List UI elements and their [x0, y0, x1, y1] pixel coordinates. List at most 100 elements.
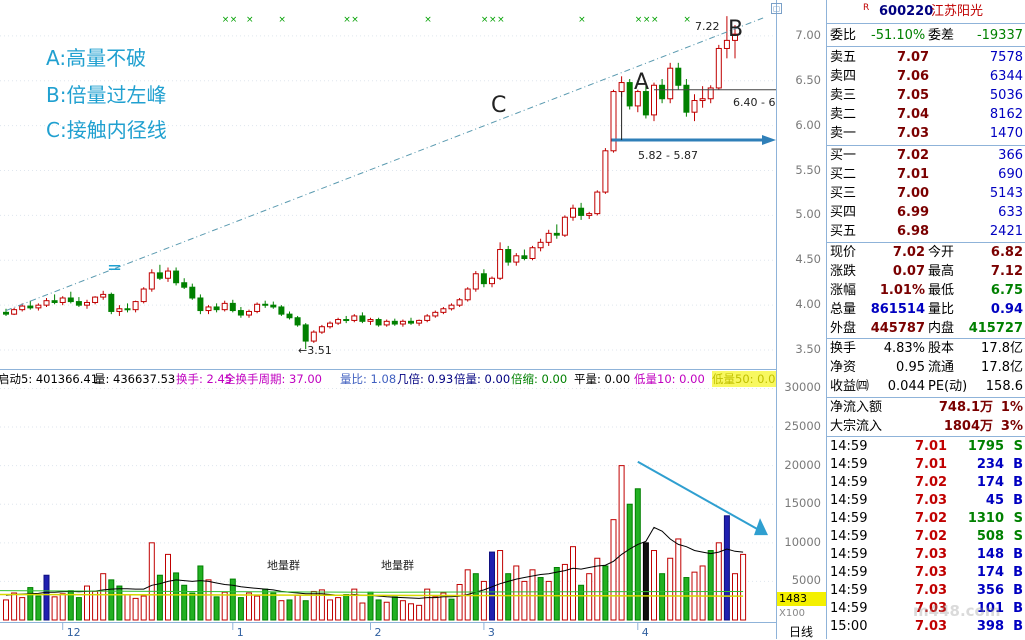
- trade-tick-row: 14:59 7.02 508 S: [827, 528, 1025, 546]
- tick-side: S: [1013, 529, 1023, 544]
- candle-body: [472, 273, 479, 290]
- stat-label: 股本: [928, 341, 955, 356]
- candle-body: [432, 311, 439, 317]
- bid-row: 买二 7.01 690: [827, 166, 1025, 184]
- tick-time: 14:59: [830, 439, 868, 454]
- volume-bar: [343, 594, 350, 621]
- candle-body: [165, 270, 171, 279]
- candle-body: [675, 67, 682, 86]
- volume-bar: [27, 587, 34, 621]
- ask-row: 卖二 7.04 8162: [827, 106, 1025, 124]
- price-tick-label: 5.50: [795, 162, 821, 177]
- tick-price: 7.02: [915, 529, 948, 544]
- trade-tick-row: 15:00 7.03 398 B: [827, 618, 1025, 636]
- volume-bar: [254, 595, 261, 621]
- stat-label: 最高: [928, 264, 955, 279]
- candle-body: [246, 310, 252, 316]
- volume-bar: [189, 592, 196, 621]
- candle-body: [699, 98, 706, 102]
- candle-body: [375, 319, 382, 326]
- candle-body: [667, 67, 674, 100]
- signal-mark: ×: [481, 15, 489, 25]
- support-arrow-head: [762, 135, 776, 146]
- bid-row: 买一 7.02 366: [827, 147, 1025, 165]
- indicator-item: 量比: 1.08: [340, 372, 397, 386]
- volume-bar: [92, 590, 99, 621]
- stat-label: 外盘: [830, 321, 857, 336]
- candle-body: [67, 297, 74, 303]
- candle-body: [683, 84, 690, 113]
- candle-body: [691, 100, 698, 113]
- tick-volume: 1310: [967, 511, 1004, 526]
- volume-bar: [683, 577, 690, 621]
- flow-row: 大宗流入 1804万 3%: [827, 418, 1025, 436]
- stat-value: 158.6: [985, 379, 1023, 394]
- candle-body: [11, 309, 18, 315]
- signal-mark: ×: [230, 15, 238, 25]
- candle-body: [440, 308, 447, 313]
- candle-body: [367, 319, 374, 322]
- volume-bar: [732, 573, 738, 621]
- candle-body: [19, 305, 26, 311]
- ask-label: 卖五: [830, 50, 857, 65]
- volume-bar: [359, 602, 366, 621]
- candle-body: [132, 301, 139, 311]
- price-tick-label: 5.00: [795, 207, 821, 222]
- flow-value: 748.1万: [938, 400, 993, 415]
- price-tick-label: 3.50: [795, 342, 821, 357]
- signal-mark: ×: [651, 15, 659, 25]
- ask-price: 7.05: [897, 88, 930, 103]
- candle-body: [416, 319, 423, 324]
- indicator-item: 平量: 0.00: [574, 372, 631, 386]
- stock-name: 江苏阳光: [931, 4, 984, 19]
- bid-label: 买四: [830, 205, 857, 220]
- volume-bar: [11, 592, 18, 621]
- tick-price: 7.02: [915, 475, 948, 490]
- ask-volume: 8162: [989, 107, 1023, 122]
- volume-bar: [84, 585, 90, 621]
- volume-bar: [432, 596, 439, 621]
- stat-value: 7.12: [990, 264, 1023, 279]
- candle-body: [489, 277, 495, 285]
- volume-bar: [497, 550, 504, 621]
- quote-panel: R 600220 江苏阳光 委比 -51.10% 委差 -19337 卖五 7.0…: [826, 0, 1025, 639]
- stat-value: 415727: [968, 321, 1023, 336]
- candle-body: [116, 308, 123, 312]
- volume-bar: [667, 557, 674, 621]
- stat-row: 总量 861514 量比 0.94: [827, 301, 1025, 319]
- signal-mark: ×: [643, 15, 651, 25]
- volume-bar: [262, 588, 269, 621]
- trade-tick-row: 14:59 7.03 148 B: [827, 546, 1025, 564]
- volume-bar: [521, 580, 528, 621]
- period-label[interactable]: 日线: [789, 625, 814, 639]
- tick-price: 7.01: [915, 457, 948, 472]
- tick-time: 14:59: [830, 583, 868, 598]
- tick-side: S: [1013, 511, 1023, 526]
- price-tick-label: 7.00: [795, 27, 821, 42]
- ask-label: 卖四: [830, 69, 857, 84]
- indicator-item: 全换手周期: 37.00: [224, 372, 322, 386]
- bid-volume: 5143: [989, 186, 1023, 201]
- marker-c: C: [491, 93, 507, 118]
- tick-price: 7.02: [915, 511, 948, 526]
- tick-time: 14:59: [830, 601, 868, 616]
- candle-body: [318, 326, 325, 333]
- candle-body: [84, 301, 90, 306]
- candle-body: [383, 320, 390, 326]
- month-label: 1: [237, 626, 244, 639]
- ask-price: 7.03: [897, 126, 930, 141]
- volume-bar: [108, 579, 115, 621]
- volume-bar: [335, 597, 342, 621]
- candle-body: [213, 306, 220, 311]
- ask-row: 卖三 7.05 5036: [827, 87, 1025, 105]
- candle-body: [578, 207, 585, 216]
- volume-bar: [132, 597, 139, 621]
- volume-bar: [578, 584, 585, 621]
- volume-bar: [602, 565, 609, 621]
- candle-body: [181, 282, 188, 288]
- volume-bar: [327, 599, 333, 621]
- stock-code: 600220: [879, 4, 934, 19]
- expand-icon[interactable]: ▢: [771, 3, 782, 14]
- price-axis: 7.00 6.50 6.00 5.50 5.00 4.50 4.00 3.50 30000 25…: [771, 0, 827, 639]
- volume-bar: [294, 594, 301, 621]
